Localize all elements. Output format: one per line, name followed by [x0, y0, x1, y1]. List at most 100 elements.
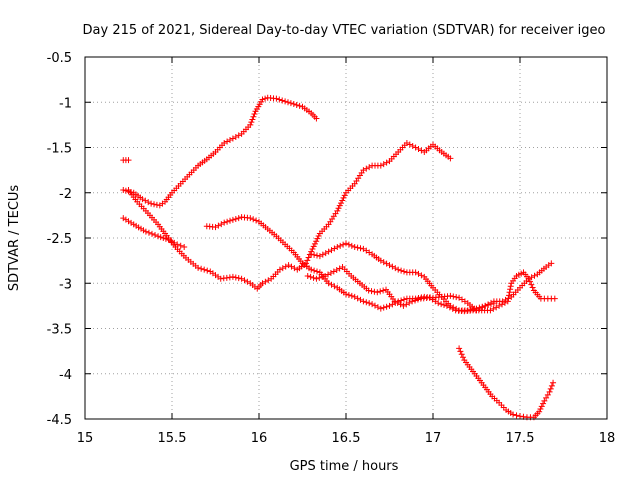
y-tick-label: -1.5	[47, 142, 72, 157]
data-point	[309, 245, 316, 252]
data-point	[316, 274, 323, 281]
data-point	[366, 300, 373, 307]
y-tick-label: -0.5	[47, 51, 72, 66]
data-point	[507, 283, 514, 290]
data-point	[204, 267, 211, 274]
series-segment-h	[456, 345, 557, 421]
data-point	[153, 201, 160, 208]
data-point	[311, 267, 318, 274]
series-segment-g	[308, 240, 497, 314]
data-point	[339, 197, 346, 204]
data-point	[547, 385, 554, 392]
data-point	[285, 99, 291, 106]
data-point	[536, 408, 543, 415]
data-point	[447, 155, 454, 162]
y-axis-label: SDTVAR / TECUs	[7, 185, 22, 292]
data-point	[340, 241, 347, 248]
data-point	[248, 119, 255, 126]
data-point	[450, 293, 457, 300]
data-point	[279, 97, 286, 104]
data-point	[120, 187, 127, 194]
data-point	[338, 200, 345, 207]
data-point	[383, 303, 390, 310]
data-point	[311, 240, 318, 247]
data-point	[525, 275, 532, 282]
data-point	[538, 403, 545, 410]
data-point	[543, 394, 550, 401]
series-segment-b	[120, 94, 320, 209]
data-point	[457, 348, 464, 355]
y-tick-label: -3.5	[47, 323, 72, 338]
data-point	[311, 251, 318, 258]
data-point	[227, 217, 233, 224]
data-point	[148, 230, 155, 237]
data-point	[380, 304, 387, 311]
x-tick-label: 18	[599, 431, 616, 446]
series-segment-e	[203, 214, 555, 314]
data-point	[221, 219, 228, 226]
data-point	[412, 297, 419, 304]
data-point	[122, 187, 129, 194]
data-point	[438, 301, 445, 308]
y-tick-labels: -0.5 -1 -1.5 -2 -2.5 -3 -3.5 -4 -4.5	[47, 51, 72, 428]
data-point	[341, 192, 348, 199]
data-point	[470, 306, 477, 313]
data-point	[528, 281, 535, 288]
data-point	[314, 235, 321, 242]
data-point	[250, 216, 257, 223]
data-point	[247, 121, 254, 128]
data-point	[314, 268, 320, 275]
data-point	[548, 382, 555, 389]
data-point	[354, 244, 361, 251]
data-point	[343, 291, 349, 298]
data-point	[541, 397, 548, 404]
data-point	[249, 116, 256, 123]
x-tick-label: 16	[251, 431, 268, 446]
x-tick-label: 17	[425, 431, 442, 446]
data-point	[181, 244, 188, 251]
data-point	[398, 267, 405, 274]
data-point	[273, 95, 280, 102]
data-point	[368, 288, 375, 295]
data-point	[360, 298, 367, 305]
data-point	[145, 229, 152, 236]
data-point	[235, 215, 242, 222]
data-point	[548, 260, 555, 267]
data-point	[464, 307, 471, 314]
data-point	[308, 266, 315, 273]
data-point	[287, 100, 294, 107]
data-point	[201, 266, 208, 273]
data-point	[476, 304, 483, 311]
data-point	[479, 303, 486, 310]
series-segment-a	[120, 157, 132, 164]
y-tick-label: -3	[59, 277, 72, 292]
data-point	[334, 244, 341, 251]
data-point	[308, 251, 315, 258]
data-point	[304, 273, 311, 280]
data-point	[485, 301, 492, 308]
x-tick-label: 16.5	[332, 431, 361, 446]
data-point	[250, 113, 257, 120]
data-point	[546, 388, 553, 395]
axis-ticks	[84, 56, 608, 420]
data-point	[357, 245, 364, 252]
data-point	[345, 241, 352, 248]
data-point	[313, 275, 320, 282]
data-point	[529, 284, 536, 291]
data-point	[377, 288, 384, 295]
data-point	[310, 243, 317, 250]
y-tick-label: -2.5	[47, 232, 72, 247]
data-point	[453, 294, 460, 301]
series-segment-d	[125, 139, 454, 292]
data-point	[395, 266, 402, 273]
data-point	[310, 274, 317, 281]
data-point	[506, 289, 513, 296]
data-point	[467, 306, 474, 313]
x-tick-label: 15	[77, 431, 94, 446]
data-point	[151, 201, 158, 208]
data-point	[365, 287, 372, 294]
data-point	[460, 354, 467, 361]
data-point	[544, 391, 551, 398]
data-point	[377, 305, 384, 312]
